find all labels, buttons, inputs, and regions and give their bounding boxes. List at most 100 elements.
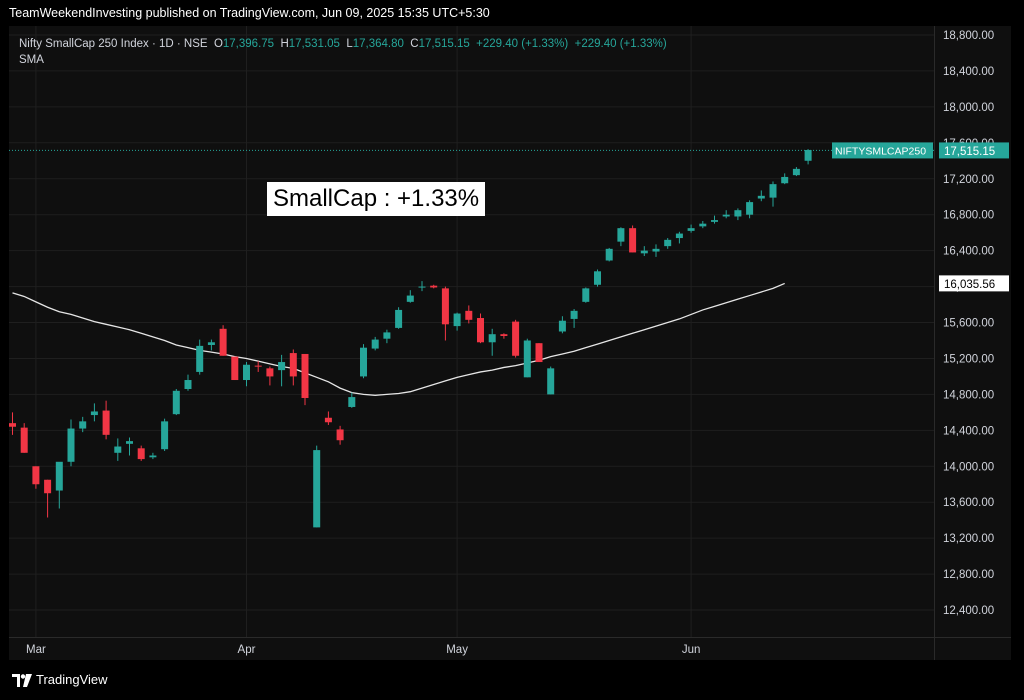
annotation-text: SmallCap : +1.33% xyxy=(273,185,480,212)
y-tick-label: 12,800.00 xyxy=(943,569,994,581)
y-tick-label: 17,200.00 xyxy=(943,174,994,186)
candle-body xyxy=(781,176,789,184)
candle-body xyxy=(67,428,75,462)
y-tick-label: 18,800.00 xyxy=(943,30,994,42)
candle-body xyxy=(804,149,812,161)
candle-body xyxy=(266,368,274,377)
y-tick-label: 14,800.00 xyxy=(943,389,994,401)
candle-body xyxy=(184,380,192,390)
y-tick-label: 15,200.00 xyxy=(943,353,994,365)
candle-body xyxy=(44,479,52,494)
close-value: 17,515.15 xyxy=(418,38,470,50)
candle-body xyxy=(535,343,543,363)
candle-body xyxy=(605,248,613,261)
y-tick-label: 15,600.00 xyxy=(943,318,994,330)
sma-indicator-label[interactable]: SMA xyxy=(19,54,44,66)
chart-frame[interactable]: 12,400.00 12,800.00 13,200.00 13,600.00 14,0… xyxy=(9,26,1011,660)
y-tick-label: 18,000.00 xyxy=(943,102,994,114)
publish-header: TeamWeekendInvesting published on Tradin… xyxy=(0,0,1024,26)
y-tick-label: 18,400.00 xyxy=(943,66,994,78)
x-tick-label: Mar xyxy=(26,644,46,656)
sma-axis-tag xyxy=(939,275,1009,292)
x-tick-label: Apr xyxy=(238,644,256,656)
x-tick-label: May xyxy=(446,644,468,656)
candle-body xyxy=(640,250,648,254)
x-tick-label: Jun xyxy=(682,644,701,656)
candle-body xyxy=(395,309,403,328)
candle-body xyxy=(126,441,133,444)
candle-body xyxy=(488,334,496,343)
candle-body xyxy=(172,390,180,415)
sma-line xyxy=(12,282,785,396)
low-value: 17,364.80 xyxy=(352,38,404,50)
candle-body xyxy=(477,318,484,343)
footer-brand: TradingView xyxy=(36,672,108,687)
candle-body xyxy=(547,368,555,395)
candle-body xyxy=(348,397,356,407)
candle-body xyxy=(137,448,145,460)
candle-body xyxy=(570,310,578,319)
candle-body xyxy=(722,214,730,217)
candle-body xyxy=(465,310,473,320)
y-tick-label: 14,400.00 xyxy=(943,425,994,437)
candle-body xyxy=(687,228,695,231)
candle-body xyxy=(418,286,426,288)
high-value: 17,531.05 xyxy=(288,38,340,50)
low-key: L xyxy=(346,38,353,50)
candle-body xyxy=(196,345,204,372)
candle-body xyxy=(699,223,707,227)
legend-panel: Nifty SmallCap 250 Index · 1D · NSE O17,… xyxy=(19,38,667,66)
candle-body xyxy=(629,228,637,253)
candle-body xyxy=(324,417,332,423)
candle-body xyxy=(652,248,660,252)
candle-body xyxy=(55,461,63,491)
candle-body xyxy=(582,288,590,302)
candle-body xyxy=(500,334,508,336)
footer-bar: TradingView xyxy=(0,660,1024,700)
ohlc-row: Nifty SmallCap 250 Index · 1D · NSE O17,… xyxy=(19,38,667,50)
symbol-tag-text: NIFTYSMLCAP250 xyxy=(835,145,926,157)
candle-body xyxy=(243,364,250,381)
candle-body xyxy=(769,184,777,198)
candle-body xyxy=(301,353,309,398)
candle-body xyxy=(161,421,169,450)
open-value: 17,396.75 xyxy=(222,38,275,50)
open-key: O xyxy=(213,38,223,50)
y-tick-label: 16,400.00 xyxy=(943,246,994,258)
change-value-2: +229.40 (+1.33%) xyxy=(574,38,667,50)
candle-body xyxy=(231,356,239,381)
publish-header-text: TeamWeekendInvesting published on Tradin… xyxy=(9,6,490,20)
candle-body xyxy=(20,427,28,453)
candle-body xyxy=(617,228,625,242)
candle-body xyxy=(149,455,157,458)
close-key: C xyxy=(410,38,419,50)
candle-body xyxy=(336,429,344,441)
candle-body xyxy=(558,320,566,332)
candle-body xyxy=(114,446,122,453)
y-tick-label: 12,400.00 xyxy=(943,605,994,617)
tradingview-logo-icon xyxy=(12,674,32,687)
candle-body xyxy=(90,411,98,416)
candle-body xyxy=(746,202,754,215)
candle-body xyxy=(441,288,449,325)
candle-body xyxy=(254,365,262,367)
candle-body xyxy=(664,239,672,247)
candle-body xyxy=(711,220,718,222)
candle-body xyxy=(675,233,683,239)
candle-body xyxy=(406,295,414,302)
sma-axis-tag-text: 16,035.56 xyxy=(944,279,995,291)
candle-body xyxy=(313,450,321,528)
candle-body xyxy=(512,321,520,356)
candle-body xyxy=(79,421,87,429)
candle-body xyxy=(453,313,461,327)
candle-body xyxy=(383,332,391,339)
chart-canvas[interactable]: 12,400.00 12,800.00 13,200.00 13,600.00 14,0… xyxy=(9,26,1011,660)
y-tick-label: 13,200.00 xyxy=(943,533,994,545)
candle-body xyxy=(430,285,438,288)
candle-body xyxy=(360,347,367,377)
annotation-label: SmallCap : +1.33% xyxy=(267,182,486,216)
change-value: +229.40 (+1.33%) xyxy=(476,38,569,50)
candle-body xyxy=(757,195,765,199)
symbol-title[interactable]: Nifty SmallCap 250 Index · 1D · NSE xyxy=(19,38,208,50)
candle-body xyxy=(289,353,297,377)
